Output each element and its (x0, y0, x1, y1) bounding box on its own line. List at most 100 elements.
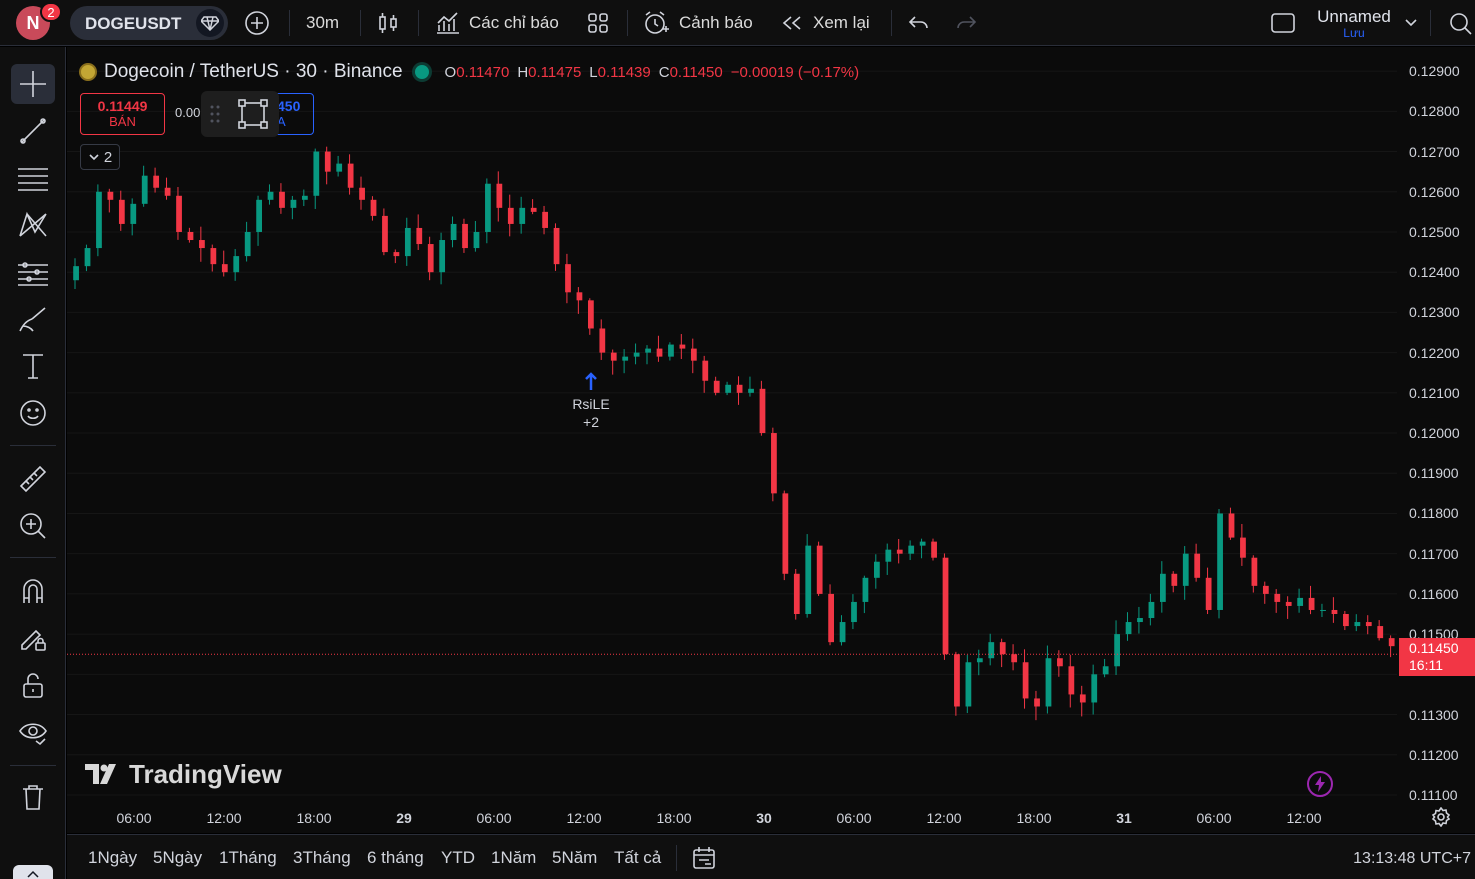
floating-toolbar[interactable] (201, 91, 279, 137)
candle (690, 338, 697, 374)
candle (336, 155, 343, 177)
quick-search-button[interactable] (1448, 0, 1472, 46)
crosshair-tool[interactable] (11, 64, 55, 104)
chart-pane[interactable]: Dogecoin / TetherUS · 30 · Binance O 0.11… (67, 47, 1475, 833)
range-button[interactable]: YTD (441, 848, 475, 867)
candle (896, 538, 903, 564)
arrow-up-icon (585, 372, 597, 390)
flash-button[interactable] (1307, 771, 1333, 797)
brush-tool[interactable] (11, 299, 55, 339)
candle-body (622, 356, 629, 361)
candle (439, 232, 446, 285)
candle-body (702, 360, 709, 381)
pattern-tool[interactable] (11, 205, 55, 245)
candle-body (244, 231, 251, 257)
candle (805, 534, 812, 618)
bottom-toolbar: 1Ngày 5Ngày 1Tháng 3Tháng 6 tháng YTD 1Năm 5Năm… (67, 834, 1475, 879)
range-button[interactable]: 5Ngày (153, 848, 203, 867)
low-key: L (589, 63, 598, 81)
object-tree-button[interactable] (13, 865, 53, 879)
range-button[interactable]: 1Năm (491, 848, 537, 867)
candle (1057, 650, 1063, 677)
lock-all-tool[interactable] (11, 665, 55, 705)
time-tick-label: 06:00 (1196, 810, 1232, 826)
tradingview-watermark[interactable]: TradingView (85, 759, 282, 790)
diamond-icon[interactable] (196, 9, 224, 37)
timezone-clock[interactable]: 13:13:48 UTC+7 (1353, 850, 1471, 867)
range-button[interactable]: 5Năm (552, 848, 598, 867)
candle-body (542, 211, 548, 228)
hide-drawings-tool[interactable] (11, 712, 55, 752)
measure-tool[interactable] (11, 459, 55, 499)
candle (1354, 614, 1361, 632)
text-tool[interactable] (11, 346, 55, 386)
candle-body (1171, 573, 1178, 586)
price-tick-label: 0.11900 (1409, 465, 1459, 482)
candle-body (404, 227, 411, 257)
replay-button[interactable]: Xem lại (781, 0, 870, 46)
candle (954, 651, 960, 716)
layout-name-button[interactable]: Unnamed Lưu (1314, 7, 1394, 39)
candle (679, 334, 686, 360)
price-tick-label: 0.11600 (1409, 585, 1459, 602)
range-button[interactable]: 3Tháng (293, 848, 351, 867)
candle (908, 540, 915, 561)
divider (676, 845, 677, 871)
indicators-collapse-button[interactable]: 2 (80, 144, 120, 170)
sell-button[interactable]: 0.11449 BÁN (80, 93, 165, 135)
layout-toggle[interactable] (1270, 0, 1296, 46)
layout-menu-button[interactable] (1404, 0, 1418, 46)
price-tick-label: 0.12400 (1409, 264, 1460, 281)
chart-settings-button[interactable] (1431, 806, 1451, 832)
range-button[interactable]: 1Ngày (88, 848, 138, 867)
undo-button[interactable] (907, 0, 931, 46)
price-axis[interactable]: 0.12900 0.12800 0.12700 0.12600 0.12500 0.124… (1397, 47, 1475, 803)
range-button[interactable]: 1Tháng (219, 848, 277, 867)
candle (210, 244, 217, 272)
sell-label: BÁN (109, 114, 136, 129)
interval-button[interactable]: 30m (306, 0, 339, 46)
candle-body (1377, 626, 1384, 639)
lock-drawing-tool[interactable] (11, 618, 55, 658)
alerts-button[interactable]: Cảnh báo (643, 0, 753, 46)
high-key: H (517, 63, 529, 81)
candle-body (645, 348, 651, 353)
prediction-tool[interactable] (11, 252, 55, 292)
candle-body (1388, 638, 1395, 647)
range-button[interactable]: 6 tháng (367, 848, 424, 867)
calendar-icon (693, 847, 715, 869)
trend-line-tool[interactable] (11, 111, 55, 151)
compare-button[interactable] (244, 0, 270, 46)
templates-button[interactable] (586, 0, 610, 46)
candle (164, 177, 171, 200)
price-tick-label: 0.12000 (1409, 425, 1460, 442)
candle-body (359, 187, 365, 200)
icon-tool[interactable] (11, 393, 55, 433)
indicators-button[interactable]: Các chỉ báo (435, 0, 559, 46)
chart-type-button[interactable] (377, 0, 399, 46)
price-tick-label: 0.12600 (1409, 183, 1460, 200)
redo-button[interactable] (954, 0, 978, 46)
candle-body (496, 183, 503, 208)
legend-title: Dogecoin / TetherUS · 30 · Binance (104, 61, 403, 82)
candlestick-chart[interactable] (67, 47, 1475, 833)
price-tick-label: 0.12900 (1409, 63, 1460, 80)
range-button[interactable]: Tất cả (614, 848, 662, 867)
zoom-tool[interactable] (11, 506, 55, 546)
strategy-marker[interactable]: RsiLE +2 (561, 371, 621, 431)
delete-tool[interactable] (11, 777, 55, 817)
candle (1285, 596, 1292, 619)
eye-icon (19, 723, 47, 746)
drag-handle-icon[interactable] (209, 104, 221, 124)
fib-tool[interactable] (11, 158, 55, 198)
current-price-label: 0.11450 16:11 (1399, 638, 1475, 676)
candle-body (324, 151, 331, 172)
candle (496, 171, 503, 222)
select-frame-icon[interactable] (237, 98, 269, 130)
candle (553, 223, 560, 271)
symbol-search-button[interactable]: DOGEUSDT (70, 6, 228, 40)
goto-date-button[interactable] (691, 845, 717, 876)
magnet-tool[interactable] (11, 571, 55, 611)
time-tick-label: 12:00 (926, 810, 962, 826)
divider (1430, 10, 1431, 36)
